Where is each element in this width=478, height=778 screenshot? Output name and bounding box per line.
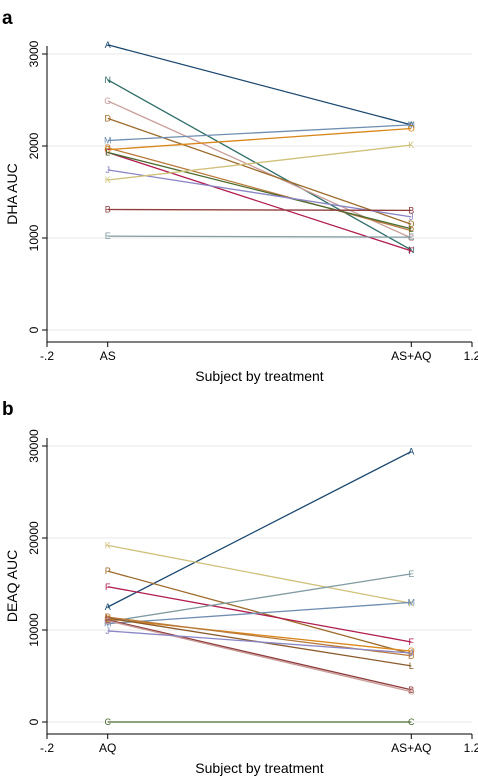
point-label-E-0: E <box>105 231 111 241</box>
series-line-P <box>107 147 412 232</box>
y-tick-label-1: 1000 <box>27 224 41 251</box>
point-label-J-0: J <box>105 165 110 175</box>
series-line-A <box>107 44 412 126</box>
point-label-K-0: K <box>105 175 111 185</box>
point-label-D-1: D <box>408 219 415 229</box>
panel-a: a 0 1000 2000 3000 -.2 AS AS+AQ 1.2 Subject by t… <box>2 8 478 384</box>
point-label-L-1: L <box>409 224 414 234</box>
point-label-O-1: O <box>408 124 415 134</box>
plot-area <box>47 438 472 734</box>
point-label-D-0: D <box>104 113 111 123</box>
x-tick-label-1: AQ <box>99 741 116 755</box>
y-axis-title: DHA AUC <box>4 163 20 224</box>
point-label-A-0: A <box>105 40 111 50</box>
series-line-F <box>107 151 412 252</box>
series-line-E <box>107 235 412 238</box>
y-tick-label-0: 0 <box>27 718 41 725</box>
point-label-O-1: O <box>408 646 415 656</box>
point-label-B-0: B <box>105 615 111 625</box>
point-label-N-1: N <box>408 245 415 255</box>
point-label-M-0: M <box>104 619 112 629</box>
x-tick-label-2: AS+AQ <box>391 349 431 363</box>
x-tick-label-1: AS <box>100 349 116 363</box>
series-line-K <box>107 544 412 604</box>
x-tick-label-3: 1.2 <box>464 349 478 363</box>
point-label-L-1: L <box>409 661 414 671</box>
series-line-G <box>107 620 412 693</box>
point-label-P-0: P <box>105 143 111 153</box>
point-label-F-0: F <box>105 582 111 592</box>
y-tick-label-0: 0 <box>27 326 41 333</box>
point-label-E-1: E <box>408 569 414 579</box>
point-label-J-1: J <box>409 212 414 222</box>
panel-b: b 0 10000 20000 30000 -.2 AQ AS+AQ 1.2 Subject b… <box>2 399 478 776</box>
series-line-E <box>107 573 412 623</box>
point-label-E-0: E <box>105 617 111 627</box>
point-label-O-0: O <box>104 614 111 624</box>
x-tick-label-0: -.2 <box>40 741 54 755</box>
series-line-M <box>107 124 412 142</box>
y-tick-label-1: 10000 <box>27 613 41 647</box>
point-label-L-0: L <box>105 147 110 157</box>
x-tick-label-0: -.2 <box>40 349 54 363</box>
series-line-O <box>107 127 412 151</box>
point-label-P-0: P <box>105 566 111 576</box>
series-line-O <box>107 618 412 652</box>
point-label-B-0: B <box>105 204 111 214</box>
series-line-M <box>107 601 412 625</box>
point-label-F-1: F <box>409 246 415 256</box>
point-label-K-1: K <box>408 140 414 150</box>
point-label-M-1: M <box>408 120 416 130</box>
y-axis-title: DEAQ AUC <box>4 550 20 622</box>
series-line-K <box>107 144 412 181</box>
panel-letter-b: b <box>2 399 14 420</box>
point-label-C-0: C <box>104 717 111 727</box>
point-label-L-0: L <box>105 613 110 623</box>
point-label-A-1: A <box>408 447 414 457</box>
panel-letter-a: a <box>2 8 13 29</box>
point-label-P-1: P <box>408 226 414 236</box>
series-line-F <box>107 586 412 643</box>
series-line-N <box>107 79 412 251</box>
x-axis-title: Subject by treatment <box>195 760 324 776</box>
point-label-P-1: P <box>408 649 414 659</box>
point-label-G-0: G <box>104 96 111 106</box>
series-line-G <box>107 100 412 239</box>
series-line-L <box>107 151 412 230</box>
series-line-B <box>107 208 412 212</box>
series-line-D <box>107 117 412 225</box>
y-tick-label-2: 2000 <box>27 132 41 159</box>
point-label-M-1: M <box>408 597 416 607</box>
point-label-F-1: F <box>409 637 415 647</box>
point-label-E-1: E <box>408 232 414 242</box>
point-label-K-0: K <box>105 540 111 550</box>
point-label-C-1: C <box>408 717 415 727</box>
point-label-D-0: D <box>104 612 111 622</box>
x-tick-label-2: AS+AQ <box>391 741 431 755</box>
series-line-A <box>107 450 412 608</box>
point-label-A-0: A <box>105 602 111 612</box>
point-label-G-1: G <box>408 687 415 697</box>
point-label-J-1: J <box>409 648 414 658</box>
point-label-B-1: B <box>408 685 414 695</box>
point-label-O-0: O <box>104 145 111 155</box>
point-label-G-0: G <box>104 616 111 626</box>
point-label-G-1: G <box>408 233 415 243</box>
y-tick-label-3: 30000 <box>27 429 41 463</box>
point-label-K-1: K <box>408 598 414 608</box>
x-axis-title: Subject by treatment <box>195 368 324 384</box>
y-tick-label-3: 3000 <box>27 40 41 67</box>
x-tick-label-3: 1.2 <box>464 741 478 755</box>
point-label-J-0: J <box>105 626 110 636</box>
point-label-N-0: N <box>104 75 111 85</box>
series-line-J <box>107 169 412 218</box>
series-line-J <box>107 630 412 654</box>
point-label-M-0: M <box>104 135 112 145</box>
point-label-B-1: B <box>408 205 414 215</box>
series-line-B <box>107 619 412 691</box>
y-tick-label-2: 20000 <box>27 521 41 555</box>
point-label-D-1: D <box>408 651 415 661</box>
